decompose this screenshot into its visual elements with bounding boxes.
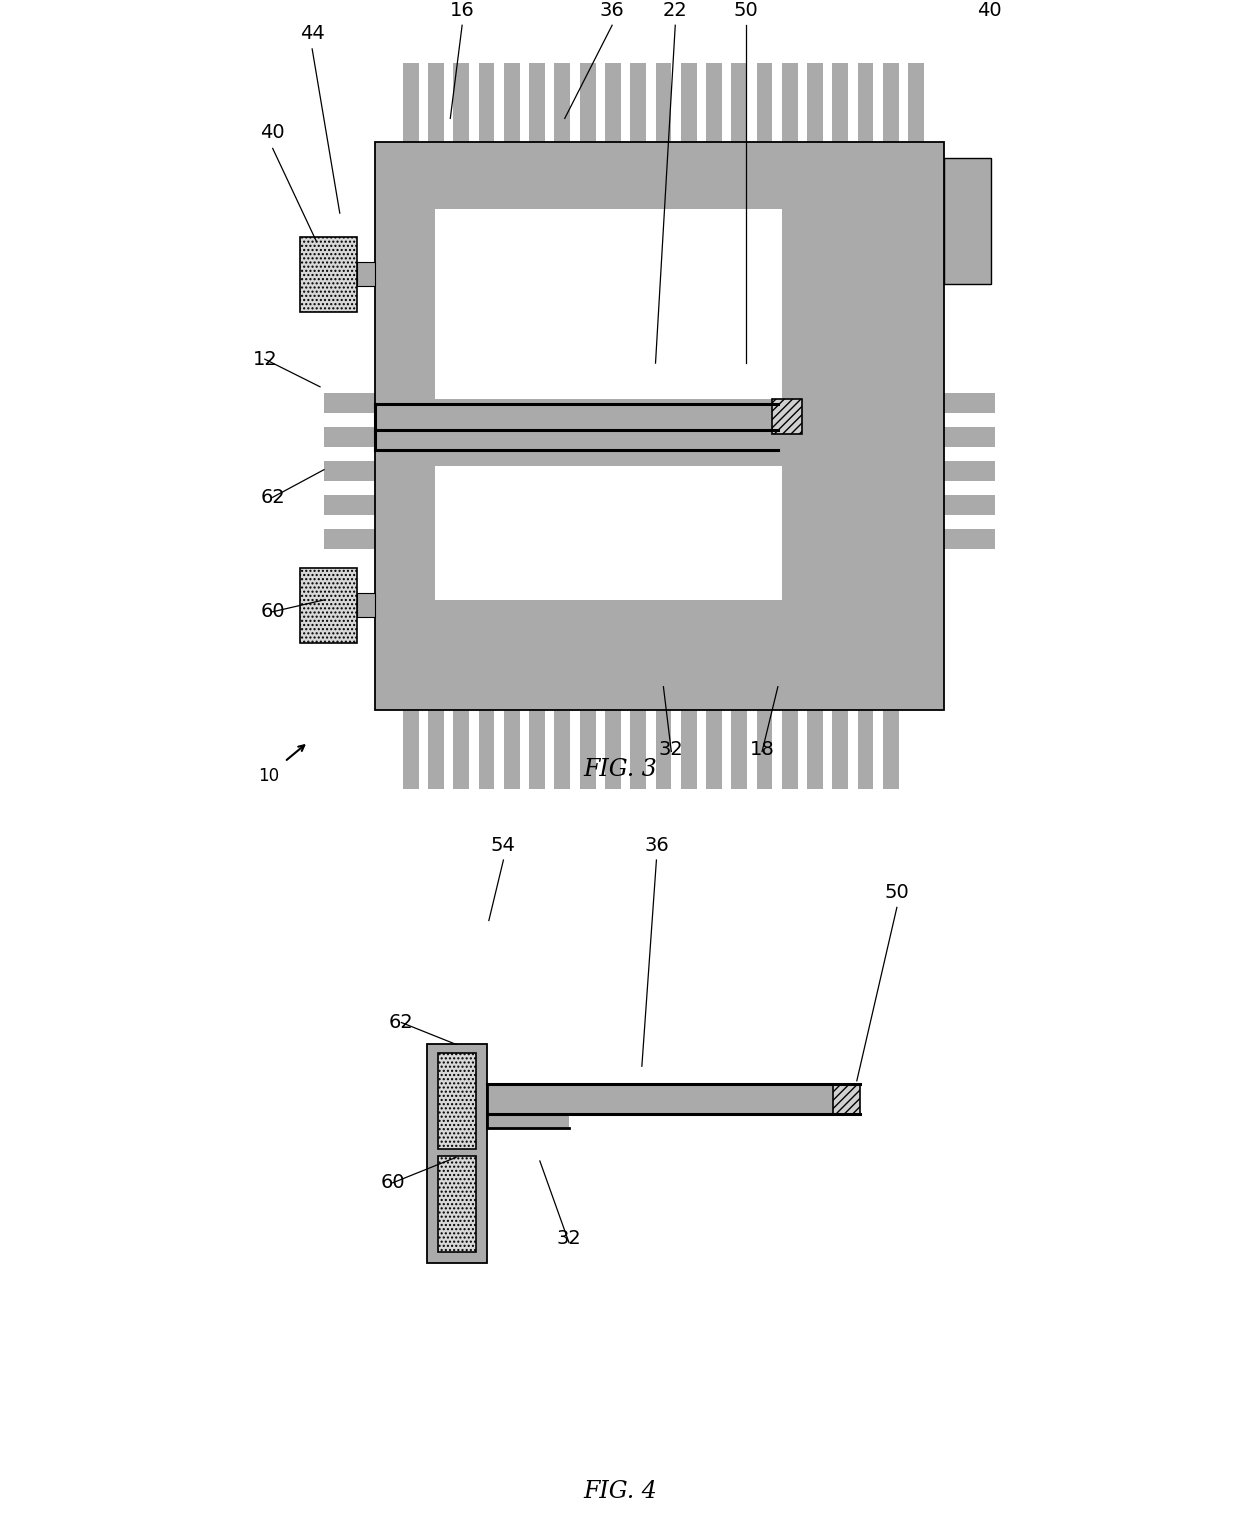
- Bar: [807, 710, 823, 789]
- Bar: [681, 710, 697, 789]
- Bar: [781, 64, 797, 143]
- Bar: [833, 1084, 861, 1114]
- Bar: [438, 1053, 476, 1149]
- Bar: [403, 710, 419, 789]
- Bar: [357, 263, 376, 285]
- Bar: [807, 64, 823, 143]
- Text: 22: 22: [663, 0, 688, 20]
- Bar: [427, 1044, 486, 1263]
- Text: 32: 32: [658, 741, 683, 759]
- Text: 10: 10: [258, 767, 279, 785]
- Bar: [944, 495, 994, 515]
- Bar: [756, 710, 773, 789]
- Bar: [580, 64, 595, 143]
- Bar: [681, 64, 697, 143]
- Bar: [858, 64, 873, 143]
- Text: 40: 40: [977, 0, 1002, 20]
- Bar: [376, 143, 944, 710]
- Bar: [944, 427, 994, 446]
- Bar: [732, 710, 746, 789]
- Bar: [324, 528, 376, 548]
- Bar: [781, 710, 797, 789]
- Bar: [944, 158, 991, 284]
- Bar: [706, 64, 722, 143]
- Bar: [605, 710, 621, 789]
- Bar: [656, 710, 671, 789]
- Bar: [554, 64, 570, 143]
- Text: 40: 40: [260, 123, 285, 143]
- Bar: [486, 1114, 569, 1128]
- Bar: [324, 393, 376, 413]
- Bar: [944, 461, 994, 481]
- Text: 36: 36: [644, 836, 668, 855]
- Bar: [630, 710, 646, 789]
- Bar: [908, 64, 924, 143]
- Bar: [324, 461, 376, 481]
- Bar: [376, 143, 944, 710]
- Text: 44: 44: [300, 24, 325, 44]
- Text: FIG. 3: FIG. 3: [583, 759, 657, 782]
- Bar: [630, 64, 646, 143]
- Bar: [605, 64, 621, 143]
- Bar: [376, 404, 777, 430]
- Bar: [554, 710, 570, 789]
- Bar: [434, 209, 781, 399]
- Bar: [732, 64, 746, 143]
- Bar: [944, 528, 994, 548]
- Bar: [324, 427, 376, 446]
- Text: FIG. 4: FIG. 4: [583, 1480, 657, 1503]
- Bar: [756, 64, 773, 143]
- Bar: [944, 393, 994, 413]
- Text: 32: 32: [557, 1230, 582, 1248]
- Bar: [832, 64, 848, 143]
- Bar: [403, 64, 419, 143]
- Text: 50: 50: [884, 883, 909, 902]
- Bar: [858, 710, 873, 789]
- Text: 62: 62: [389, 1013, 414, 1032]
- Bar: [656, 64, 671, 143]
- Text: 50: 50: [734, 0, 759, 20]
- Bar: [428, 710, 444, 789]
- Bar: [479, 710, 495, 789]
- Bar: [771, 399, 801, 434]
- Bar: [479, 64, 495, 143]
- Bar: [580, 710, 595, 789]
- Text: 54: 54: [491, 836, 516, 855]
- Text: 60: 60: [260, 603, 285, 621]
- Bar: [454, 64, 469, 143]
- Text: 60: 60: [381, 1173, 405, 1192]
- Bar: [434, 466, 781, 600]
- Bar: [324, 495, 376, 515]
- Bar: [454, 710, 469, 789]
- Text: 36: 36: [600, 0, 625, 20]
- Bar: [300, 237, 357, 311]
- Bar: [503, 710, 520, 789]
- Bar: [486, 1084, 861, 1114]
- Bar: [832, 710, 848, 789]
- Bar: [357, 594, 376, 618]
- Bar: [529, 64, 546, 143]
- Text: 12: 12: [253, 349, 278, 369]
- Bar: [300, 568, 357, 644]
- Text: 16: 16: [450, 0, 475, 20]
- Text: 62: 62: [260, 487, 285, 507]
- Bar: [883, 710, 899, 789]
- Bar: [428, 64, 444, 143]
- Bar: [503, 64, 520, 143]
- Text: 18: 18: [750, 741, 775, 759]
- Bar: [706, 710, 722, 789]
- Bar: [883, 64, 899, 143]
- Bar: [438, 1155, 476, 1252]
- Bar: [529, 710, 546, 789]
